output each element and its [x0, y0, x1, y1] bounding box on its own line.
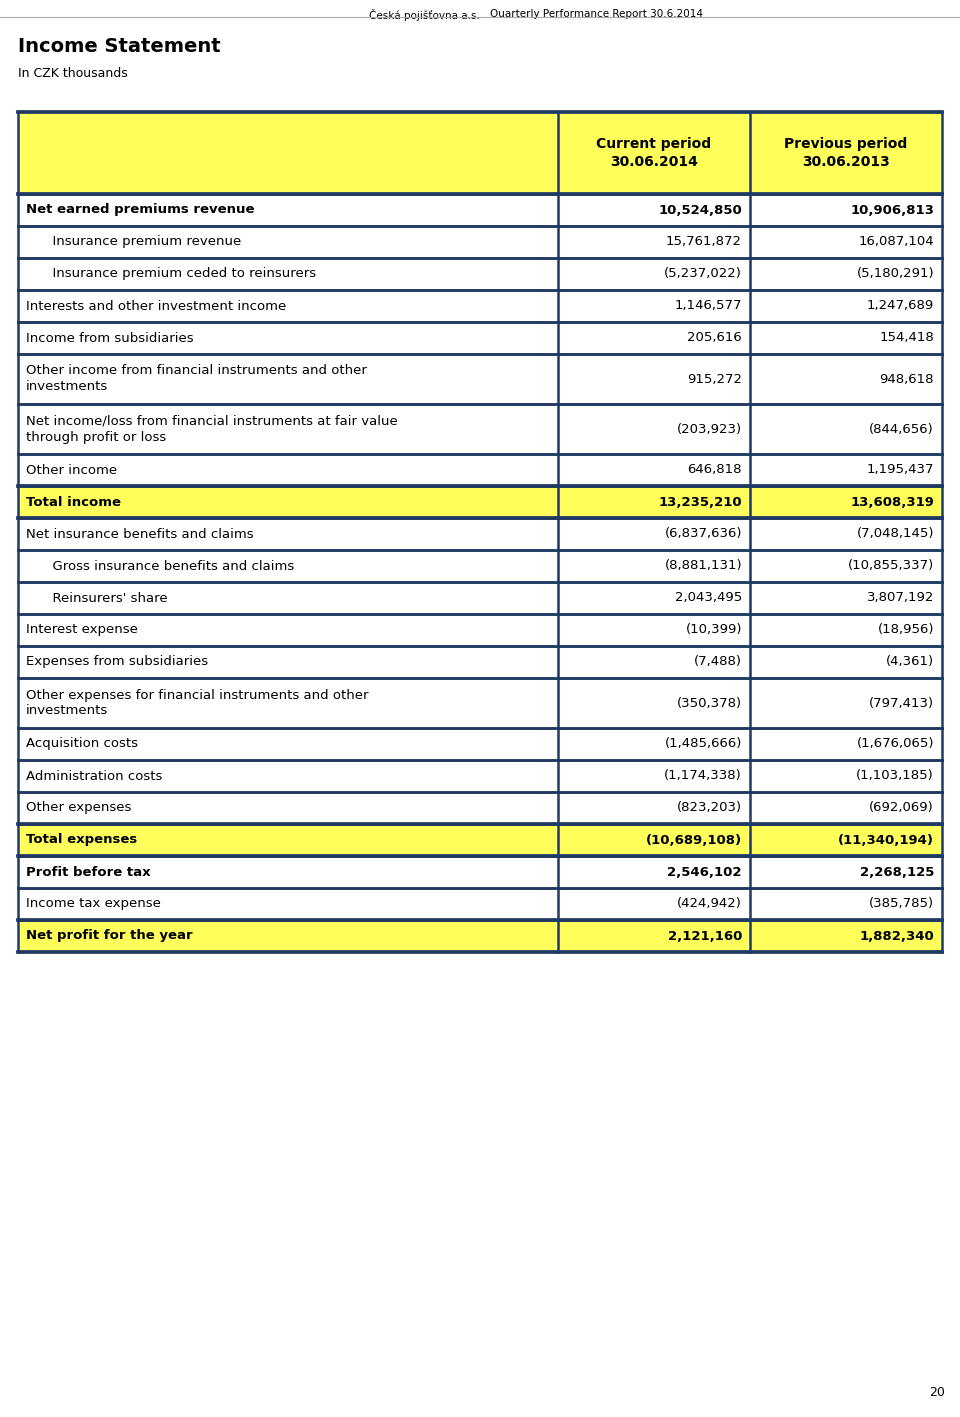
Text: (11,340,194): (11,340,194)	[838, 833, 934, 846]
Bar	[18, 582, 942, 614]
Bar	[18, 728, 942, 760]
Bar	[18, 112, 942, 194]
Text: (203,923): (203,923)	[677, 422, 742, 435]
Text: Net earned premiums revenue: Net earned premiums revenue	[26, 204, 254, 217]
Text: 2,043,495: 2,043,495	[675, 591, 742, 605]
Bar	[18, 825, 942, 856]
Text: (797,413): (797,413)	[869, 697, 934, 710]
Bar	[18, 856, 942, 888]
Text: (4,361): (4,361)	[886, 656, 934, 669]
Text: Gross insurance benefits and claims: Gross insurance benefits and claims	[44, 560, 295, 572]
Bar	[18, 486, 942, 519]
Text: (823,203): (823,203)	[677, 802, 742, 815]
Text: Other income from financial instruments and other
investments: Other income from financial instruments …	[26, 364, 367, 394]
Text: (6,837,636): (6,837,636)	[664, 527, 742, 540]
Text: In CZK thousands: In CZK thousands	[18, 67, 128, 79]
Text: Total expenses: Total expenses	[26, 833, 137, 846]
Bar	[18, 519, 942, 550]
Text: Income Statement: Income Statement	[18, 37, 221, 57]
Text: Interests and other investment income: Interests and other investment income	[26, 299, 286, 313]
Text: Insurance premium ceded to reinsurers: Insurance premium ceded to reinsurers	[44, 268, 316, 281]
Text: (1,174,338): (1,174,338)	[664, 769, 742, 782]
Bar	[18, 792, 942, 825]
Text: (18,956): (18,956)	[877, 623, 934, 636]
Bar	[18, 550, 942, 582]
Text: Income from subsidiaries: Income from subsidiaries	[26, 332, 194, 344]
Bar	[18, 888, 942, 920]
Text: 10,524,850: 10,524,850	[659, 204, 742, 217]
Text: 154,418: 154,418	[879, 332, 934, 344]
Text: 13,608,319: 13,608,319	[851, 496, 934, 509]
Bar	[18, 614, 942, 646]
Text: Current period
30.06.2014: Current period 30.06.2014	[596, 137, 711, 169]
Text: Administration costs: Administration costs	[26, 769, 162, 782]
Text: Net insurance benefits and claims: Net insurance benefits and claims	[26, 527, 253, 540]
Text: (5,237,022): (5,237,022)	[664, 268, 742, 281]
Bar	[18, 194, 942, 225]
Bar	[18, 290, 942, 322]
Text: (424,942): (424,942)	[677, 897, 742, 911]
Bar	[18, 677, 942, 728]
Text: 1,146,577: 1,146,577	[675, 299, 742, 313]
Text: Quarterly Performance Report 30.6.2014: Quarterly Performance Report 30.6.2014	[490, 9, 703, 18]
Text: (1,103,185): (1,103,185)	[856, 769, 934, 782]
Bar	[18, 646, 942, 677]
Text: (5,180,291): (5,180,291)	[856, 268, 934, 281]
Bar	[18, 225, 942, 258]
Text: (385,785): (385,785)	[869, 897, 934, 911]
Text: (1,485,666): (1,485,666)	[664, 737, 742, 751]
Text: 3,807,192: 3,807,192	[867, 591, 934, 605]
Text: 13,235,210: 13,235,210	[659, 496, 742, 509]
Text: Interest expense: Interest expense	[26, 623, 138, 636]
Bar	[18, 760, 942, 792]
Text: Net profit for the year: Net profit for the year	[26, 930, 193, 942]
Text: 2,546,102: 2,546,102	[667, 866, 742, 879]
Text: (7,488): (7,488)	[694, 656, 742, 669]
Text: (350,378): (350,378)	[677, 697, 742, 710]
Text: Net income/loss from financial instruments at fair value
through profit or loss: Net income/loss from financial instrumen…	[26, 415, 397, 444]
Text: 10,906,813: 10,906,813	[851, 204, 934, 217]
Text: 16,087,104: 16,087,104	[858, 235, 934, 248]
Text: Insurance premium revenue: Insurance premium revenue	[44, 235, 241, 248]
Text: Acquisition costs: Acquisition costs	[26, 737, 138, 751]
Bar	[18, 258, 942, 290]
Text: 2,268,125: 2,268,125	[859, 866, 934, 879]
Text: (692,069): (692,069)	[869, 802, 934, 815]
Bar	[18, 354, 942, 404]
Text: 948,618: 948,618	[879, 373, 934, 385]
Text: (844,656): (844,656)	[869, 422, 934, 435]
Text: Reinsurers' share: Reinsurers' share	[44, 591, 168, 605]
Bar	[18, 404, 942, 453]
Text: (1,676,065): (1,676,065)	[856, 737, 934, 751]
Text: 1,882,340: 1,882,340	[859, 930, 934, 942]
Text: 2,121,160: 2,121,160	[667, 930, 742, 942]
Text: 915,272: 915,272	[687, 373, 742, 385]
Text: (7,048,145): (7,048,145)	[856, 527, 934, 540]
Text: Total income: Total income	[26, 496, 121, 509]
Text: Previous period
30.06.2013: Previous period 30.06.2013	[784, 137, 907, 169]
Text: Other income: Other income	[26, 463, 117, 476]
Bar	[18, 453, 942, 486]
Text: Profit before tax: Profit before tax	[26, 866, 151, 879]
Text: (10,399): (10,399)	[685, 623, 742, 636]
Text: Income tax expense: Income tax expense	[26, 897, 161, 911]
Text: 1,195,437: 1,195,437	[867, 463, 934, 476]
Text: 205,616: 205,616	[687, 332, 742, 344]
Text: (10,689,108): (10,689,108)	[646, 833, 742, 846]
Text: Expenses from subsidiaries: Expenses from subsidiaries	[26, 656, 208, 669]
Text: Other expenses: Other expenses	[26, 802, 132, 815]
Text: 1,247,689: 1,247,689	[867, 299, 934, 313]
Text: (8,881,131): (8,881,131)	[664, 560, 742, 572]
Bar	[18, 322, 942, 354]
Text: 646,818: 646,818	[687, 463, 742, 476]
Text: (10,855,337): (10,855,337)	[848, 560, 934, 572]
Text: Other expenses for financial instruments and other
investments: Other expenses for financial instruments…	[26, 689, 369, 717]
Text: 15,761,872: 15,761,872	[666, 235, 742, 248]
Text: 20: 20	[929, 1386, 945, 1399]
Bar	[18, 920, 942, 952]
Text: Česká pojišťovna a.s.: Česká pojišťovna a.s.	[370, 9, 480, 21]
